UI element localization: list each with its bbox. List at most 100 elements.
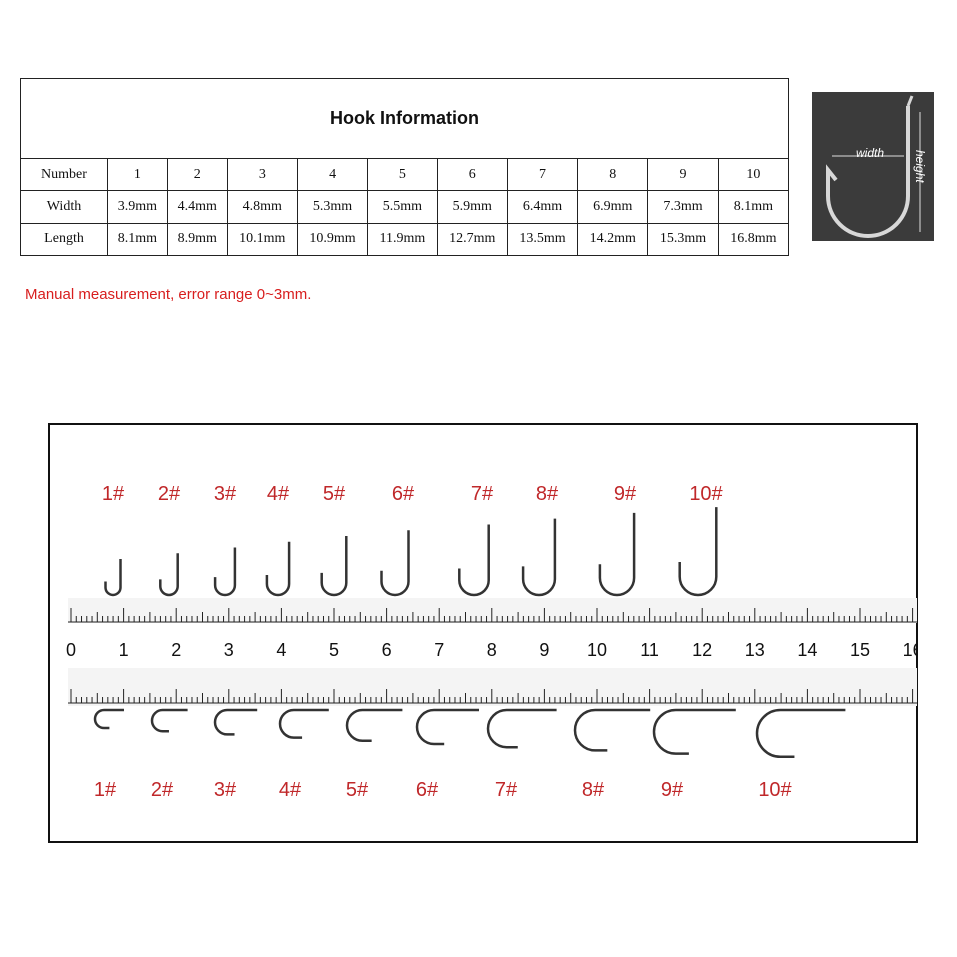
hook	[150, 708, 188, 733]
table-cell: 7.3mm	[647, 190, 719, 224]
scale-number: 9	[539, 640, 549, 660]
hook-label: 9#	[614, 483, 637, 505]
hook	[278, 708, 329, 739]
scale-number: 5	[329, 640, 339, 660]
height-label: height	[913, 150, 927, 183]
table-row: Number 1 2 3 4 5 6 7 8 9 10	[20, 157, 790, 192]
hook-label: 7#	[471, 483, 494, 505]
scale-number: 11	[640, 640, 659, 660]
hook	[213, 708, 258, 736]
table-cell: 7	[506, 157, 579, 192]
table-cell: 10.9mm	[296, 222, 369, 257]
table-cell: 5	[367, 157, 438, 192]
hook-label: 1#	[94, 779, 117, 801]
hooks: 1# 2# 3# 4# 5# 6# 7# 8# 9# 10# 1# 2# 3# 4# 5# 6# 7# 8# 9# 1…	[93, 483, 846, 801]
hook	[93, 708, 124, 730]
table-cell: 4.4mm	[166, 190, 228, 224]
table-cell: 8.1mm	[107, 222, 168, 257]
table-cell: 4	[296, 157, 369, 192]
hook-label: 2#	[151, 779, 174, 801]
scale-number: 0	[66, 640, 76, 660]
note: Manual measurement, error range 0~3mm.	[25, 286, 312, 303]
table-cell: 10	[717, 157, 790, 192]
ruler-ticks: 0 1 2 3 4 5 6 7 8 9 10 11 12 13 14 15 16	[66, 608, 918, 704]
table-cell: 3.9mm	[107, 190, 168, 224]
table-cell: 11.9mm	[367, 222, 438, 257]
hook	[380, 530, 410, 597]
hook	[320, 535, 348, 597]
scale-number: 12	[692, 640, 712, 660]
row-header: Width	[20, 190, 108, 224]
scale-number: 13	[745, 640, 765, 660]
table-cell: 4.8mm	[226, 190, 298, 224]
hook-label: 9#	[661, 779, 684, 801]
hook	[573, 708, 651, 752]
row-header: Number	[20, 157, 108, 192]
scale-number: 3	[224, 640, 234, 660]
table-cell: 6.4mm	[506, 190, 579, 224]
photo-frame	[48, 423, 918, 843]
table-cell: 5.9mm	[436, 190, 508, 224]
top-ruler	[68, 598, 917, 623]
hook	[345, 708, 403, 743]
hook-label: 4#	[267, 483, 290, 505]
table-cell: 3	[226, 157, 298, 192]
hook-label: 10#	[758, 779, 792, 801]
table-cell: 16.8mm	[717, 222, 790, 257]
table-cell: 10.1mm	[226, 222, 298, 257]
title-row: Hook Information	[20, 78, 789, 159]
table-title: Hook Information	[20, 78, 789, 159]
hook-label: 6#	[416, 779, 439, 801]
hook	[265, 541, 291, 597]
hook-label: 3#	[214, 779, 237, 801]
table-row: Width 3.9mm 4.4mm 4.8mm 5.3mm 5.5mm 5.9mm 6.4mm…	[20, 190, 790, 224]
table-cell: 14.2mm	[577, 222, 649, 257]
hook-table: Hook Information Number 1 2 3 4 5 6 7 8 9 10 Width 3…	[20, 78, 790, 257]
hook	[159, 553, 179, 597]
scale-number: 8	[487, 640, 497, 660]
table-cell: 9	[647, 157, 719, 192]
scale-number: 2	[171, 640, 181, 660]
table-cell: 1	[107, 157, 168, 192]
hook-diagram: width height	[812, 92, 934, 241]
scale-number: 16	[903, 640, 918, 660]
table-cell: 6	[436, 157, 508, 192]
hook-label: 3#	[214, 483, 237, 505]
hook-label: 6#	[392, 483, 415, 505]
table-cell: 8.1mm	[717, 190, 790, 224]
row-header: Length	[20, 222, 108, 257]
hook	[755, 708, 846, 759]
scale-number: 4	[276, 640, 286, 660]
table-cell: 8	[577, 157, 649, 192]
table-row: Length 8.1mm 8.9mm 10.1mm 10.9mm 11.9mm 12.7mm…	[20, 222, 790, 257]
table-cell: 12.7mm	[436, 222, 508, 257]
table-cell: 15.3mm	[647, 222, 719, 257]
bottom-ruler	[68, 668, 917, 706]
hook-label: 8#	[536, 483, 559, 505]
hook-label: 8#	[582, 779, 605, 801]
hook	[104, 559, 122, 597]
hook	[598, 512, 636, 597]
hook-label: 5#	[346, 779, 369, 801]
ruler-photo: 0 1 2 3 4 5 6 7 8 9 10 11 12 13 14 15 16 1# 2# 3# 4# 5# 6# 7# 8…	[48, 423, 918, 843]
hook-label: 4#	[279, 779, 302, 801]
hook	[415, 708, 479, 746]
scale-number: 6	[382, 640, 392, 660]
width-label: width	[856, 146, 884, 160]
hook-label: 7#	[495, 779, 518, 801]
scale-number: 1	[119, 640, 129, 660]
hook	[521, 518, 557, 597]
scale-number: 15	[850, 640, 870, 660]
table-cell: 5.5mm	[367, 190, 438, 224]
hook	[486, 708, 557, 749]
table-cell: 5.3mm	[296, 190, 369, 224]
scale-number: 7	[434, 640, 444, 660]
scale-number: 10	[587, 640, 607, 660]
hook	[458, 524, 490, 597]
hook	[652, 708, 736, 755]
table-cell: 8.9mm	[166, 222, 228, 257]
scale-number: 14	[797, 640, 817, 660]
table-cell: 6.9mm	[577, 190, 649, 224]
table-cell: 2	[166, 157, 228, 192]
